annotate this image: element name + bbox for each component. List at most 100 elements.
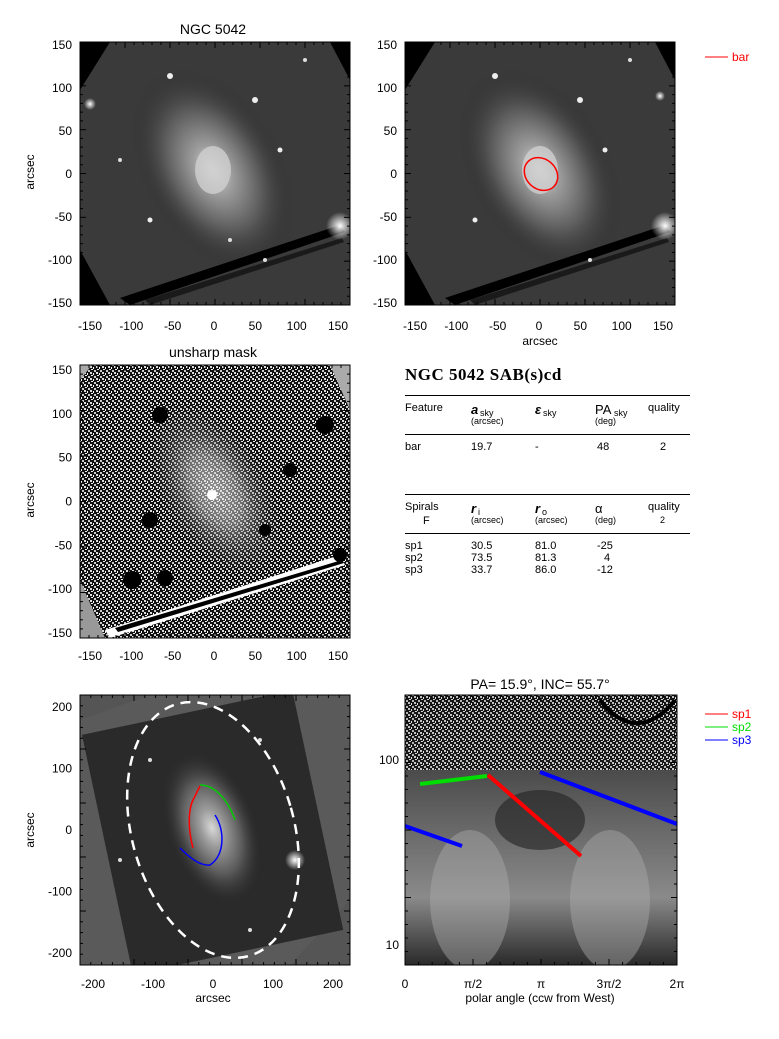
ytick-labels-top-right: 150 100 50 0 -50 -100 -150	[373, 38, 397, 310]
ytick-label: 100	[52, 762, 72, 776]
spiral-line-sp3-b	[539, 770, 678, 826]
bar-feature: bar	[405, 441, 421, 453]
ytick-label: 0	[65, 167, 72, 181]
ytick-label: 0	[390, 167, 397, 181]
xtick-label: -100	[444, 319, 468, 333]
xtick-labels-middle-left: -150 -100 -50 0 50 100 150	[78, 649, 348, 663]
table-rule	[405, 434, 690, 435]
sp2-ro: 81.3	[535, 552, 557, 564]
xlabel-top-right: arcsec	[522, 334, 557, 348]
legend-label-sp3: sp3	[732, 733, 752, 747]
ytick-label: 50	[384, 124, 398, 138]
sp2-name: sp2	[405, 552, 423, 564]
table-rule	[405, 395, 690, 396]
xtick-label: 150	[328, 319, 348, 333]
bar-header-row: Feature a sky ε sky PA sky quality	[405, 402, 690, 418]
unit-ro: (arcsec)	[535, 515, 568, 525]
xtick-label: 150	[653, 319, 673, 333]
ticks-middle-left	[79, 364, 351, 639]
header-alpha: α	[595, 501, 603, 516]
ticks-top-right	[404, 41, 676, 306]
ylabel-top-left: arcsec	[23, 154, 37, 189]
legend-top-right: bar	[705, 50, 749, 64]
spiral-line-sp3-a	[404, 824, 463, 848]
sp1-ri: 30.5	[471, 540, 493, 552]
sp3-name: sp3	[405, 564, 423, 576]
panel-bottom-right: PA= 15.9°, INC= 55.7° polar angle (ccw f…	[379, 676, 752, 1005]
xtick-labels-top-right: -150 -100 -50 0 50 100 150	[403, 319, 673, 333]
parameter-table: NGC 5042 SAB(s)cd Feature a sky ε sky PA…	[405, 365, 690, 576]
ytick-label: -150	[48, 626, 72, 640]
bar-unit-row: (arcsec) (deg)	[405, 416, 690, 430]
xtick-label: π	[537, 977, 545, 991]
ticks-bottom-left	[79, 694, 351, 966]
ytick-label: -50	[55, 210, 73, 224]
spiral-row-sp3: sp3 33.7 86.0 -12	[405, 564, 690, 576]
ytick-label: 0	[65, 823, 72, 837]
galaxy-image-top-right	[405, 42, 675, 305]
polar-projection-image	[405, 695, 677, 965]
xtick-label: 0	[211, 319, 218, 333]
xlabel-bottom-left: arcsec	[195, 991, 230, 1005]
bar-quality: 2	[660, 441, 667, 453]
xtick-label: 50	[574, 319, 588, 333]
spiral-row-sp2: sp2 73.5 81.3 4	[405, 552, 690, 564]
sp3-alpha: -12	[597, 564, 613, 576]
ylabel-middle-left: arcsec	[23, 482, 37, 517]
xtick-label: 200	[323, 977, 343, 991]
header-spirals: Spirals	[405, 501, 439, 513]
xtick-label: -150	[78, 319, 102, 333]
ytick-label: -100	[373, 253, 397, 267]
xtick-label: -100	[141, 977, 165, 991]
ticks-bottom-right	[404, 694, 678, 966]
sp3-ri: 33.7	[471, 564, 493, 576]
xtick-label: -50	[489, 319, 507, 333]
ytick-label: -100	[48, 582, 72, 596]
header-a: a	[471, 402, 479, 417]
ytick-labels-middle-left: 150 100 50 0 -50 -100 -150	[48, 363, 72, 640]
ytick-label: -150	[373, 296, 397, 310]
legend-label-sp1: sp1	[732, 707, 752, 721]
xtick-labels-top-left: -150 -100 -50 0 50 100 150	[78, 319, 348, 333]
panel-top-right: arcsec -150 -100 -50 0 50 100 150 150 100 50 0 -50…	[373, 38, 749, 348]
bar-a: 19.7	[471, 441, 493, 453]
ticks-top-left	[79, 41, 351, 306]
sp3-ro: 86.0	[535, 564, 557, 576]
sp1-alpha: -25	[597, 540, 613, 552]
header-ri: r	[471, 501, 477, 516]
title-bottom-right: PA= 15.9°, INC= 55.7°	[470, 676, 609, 692]
ytick-labels-top-left: 150 100 50 0 -50 -100 -150	[48, 38, 72, 310]
legend-bottom-right: sp1 sp2 sp3	[705, 707, 752, 747]
xtick-label: 3π/2	[597, 977, 622, 991]
unit-a: (arcsec)	[471, 416, 504, 426]
xtick-label: π/2	[464, 977, 483, 991]
header-quality-spirals: quality	[648, 501, 680, 513]
xtick-label: 100	[287, 319, 307, 333]
ytick-label-100: 100	[379, 753, 399, 767]
legend-label-sp2: sp2	[732, 720, 752, 734]
ytick-label: 100	[52, 407, 72, 421]
ytick-label: 100	[377, 81, 397, 95]
table-rule	[405, 533, 690, 534]
ytick-label-10: 10	[386, 938, 400, 952]
deprojected-galaxy-image	[80, 695, 350, 965]
panel-bottom-left: arcsec arcsec -200 -100 0 100 200 200 100 0 -10…	[23, 694, 351, 1005]
ytick-label: -50	[380, 210, 398, 224]
spiral-row-sp1: sp1 30.5 81.0 -25	[405, 540, 690, 552]
ytick-label: -100	[48, 885, 72, 899]
spiral-line-sp1	[486, 773, 583, 858]
xtick-label: -150	[403, 319, 427, 333]
spiral-arm-sp1-image	[188, 785, 201, 849]
header-ri-sub: i	[478, 507, 480, 517]
sp2-alpha: 4	[604, 552, 611, 564]
spiral-line-sp2	[419, 774, 488, 786]
ytick-label: 150	[52, 363, 72, 377]
legend-label-bar: bar	[732, 50, 749, 64]
disk-outline-ellipse	[125, 700, 301, 960]
xtick-labels-bottom-left: -200 -100 0 100 200	[81, 977, 343, 991]
ylabel-bottom-left: arcsec	[23, 812, 37, 847]
ytick-label: 200	[52, 700, 72, 714]
panel-middle-left: unsharp mask arcsec -150 -100 -50 0 50 100 150…	[23, 344, 351, 663]
header-eps-sub: sky	[543, 408, 557, 418]
